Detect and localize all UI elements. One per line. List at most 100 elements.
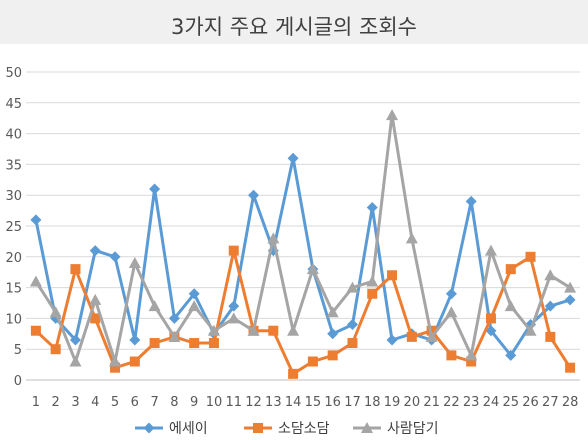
data-point xyxy=(227,312,240,324)
data-point xyxy=(228,245,239,256)
data-point xyxy=(564,281,577,293)
data-point xyxy=(188,288,200,300)
x-tick-label: 14 xyxy=(285,395,302,410)
data-point xyxy=(445,306,458,318)
x-tick-label: 25 xyxy=(502,395,519,410)
x-tick-label: 18 xyxy=(364,395,381,410)
data-point xyxy=(129,334,141,346)
data-point xyxy=(346,319,358,331)
x-tick-label: 27 xyxy=(542,395,559,410)
data-point xyxy=(367,288,378,299)
data-point xyxy=(346,281,359,293)
x-tick-label: 9 xyxy=(190,395,198,410)
data-point xyxy=(406,331,417,342)
data-point xyxy=(168,312,180,324)
data-point xyxy=(564,294,576,306)
data-point xyxy=(387,270,398,281)
data-point xyxy=(405,232,418,244)
legend: 에세이 소담소담 사람담기 xyxy=(135,421,439,437)
data-point xyxy=(149,183,161,195)
x-tick-label: 20 xyxy=(404,395,421,410)
x-tick-label: 7 xyxy=(150,395,158,410)
data-point xyxy=(110,362,121,373)
x-tick-label: 5 xyxy=(111,395,119,410)
data-point xyxy=(386,334,398,346)
data-point xyxy=(465,349,478,361)
data-point xyxy=(505,264,516,275)
y-tick-label: 35 xyxy=(5,158,22,173)
data-point xyxy=(306,263,319,275)
data-point xyxy=(327,350,338,361)
data-point xyxy=(228,300,240,312)
data-point xyxy=(445,288,457,300)
x-tick-label: 10 xyxy=(206,395,223,410)
data-point xyxy=(307,356,318,367)
y-tick-label: 15 xyxy=(5,282,22,297)
x-axis-ticks: 1 2 3 4 5 6 7 8 9 10 11 12 13 14 15 16 17 18 19 20 21 22 23 24 2… xyxy=(32,395,579,410)
data-point xyxy=(188,300,201,312)
data-point xyxy=(287,152,299,164)
x-tick-label: 3 xyxy=(71,395,79,410)
data-point xyxy=(525,251,536,262)
legend-label: 소담소담 xyxy=(278,421,330,437)
legend-item-1: 에세이 xyxy=(135,421,208,437)
data-point xyxy=(544,269,557,281)
x-tick-label: 23 xyxy=(463,395,480,410)
data-point xyxy=(347,338,358,349)
x-tick-label: 11 xyxy=(225,395,242,410)
series-line xyxy=(34,156,571,357)
x-tick-label: 13 xyxy=(265,395,282,410)
data-point xyxy=(89,245,101,257)
y-tick-label: 45 xyxy=(5,97,22,112)
data-point xyxy=(109,355,122,367)
y-axis-ticks: 0 5 10 15 20 25 30 35 40 45 50 xyxy=(5,66,22,389)
data-point xyxy=(504,300,517,312)
x-tick-label: 19 xyxy=(384,395,401,410)
series-group xyxy=(29,109,577,379)
x-tick-label: 24 xyxy=(483,395,500,410)
x-tick-label: 8 xyxy=(170,395,178,410)
data-point xyxy=(128,256,141,268)
data-point xyxy=(69,355,82,367)
data-point xyxy=(148,300,161,312)
data-point xyxy=(425,330,438,342)
data-point xyxy=(465,195,477,207)
data-point xyxy=(69,334,81,346)
x-tick-label: 21 xyxy=(423,395,440,410)
data-point xyxy=(90,313,101,324)
x-tick-label: 2 xyxy=(52,395,60,410)
data-point xyxy=(466,356,477,367)
data-point xyxy=(386,109,399,121)
data-point xyxy=(30,214,42,226)
data-point xyxy=(30,325,41,336)
series-line xyxy=(34,249,572,376)
data-point xyxy=(70,264,81,275)
y-tick-label: 25 xyxy=(5,220,22,235)
data-point xyxy=(545,331,556,342)
data-point xyxy=(149,338,160,349)
data-point xyxy=(129,356,140,367)
chart-title: 3가지 주요 게시글의 조회수 xyxy=(171,15,417,39)
x-tick-label: 4 xyxy=(91,395,99,410)
x-tick-label: 22 xyxy=(443,395,460,410)
data-point xyxy=(485,313,496,324)
data-point xyxy=(327,328,339,340)
data-point xyxy=(565,362,576,373)
data-point xyxy=(288,368,299,379)
y-tick-label: 30 xyxy=(5,189,22,204)
data-point xyxy=(326,306,339,318)
legend-label: 사람담기 xyxy=(387,421,439,437)
series-line xyxy=(34,113,571,363)
y-tick-label: 5 xyxy=(14,343,22,358)
data-point xyxy=(89,293,102,305)
data-point xyxy=(109,251,121,263)
data-point xyxy=(287,324,300,336)
data-point xyxy=(207,324,220,336)
data-point xyxy=(247,324,260,336)
series-3 xyxy=(29,109,577,367)
x-tick-label: 28 xyxy=(562,395,579,410)
y-tick-label: 40 xyxy=(5,128,22,143)
data-point xyxy=(49,306,62,318)
y-tick-label: 0 xyxy=(14,374,22,389)
